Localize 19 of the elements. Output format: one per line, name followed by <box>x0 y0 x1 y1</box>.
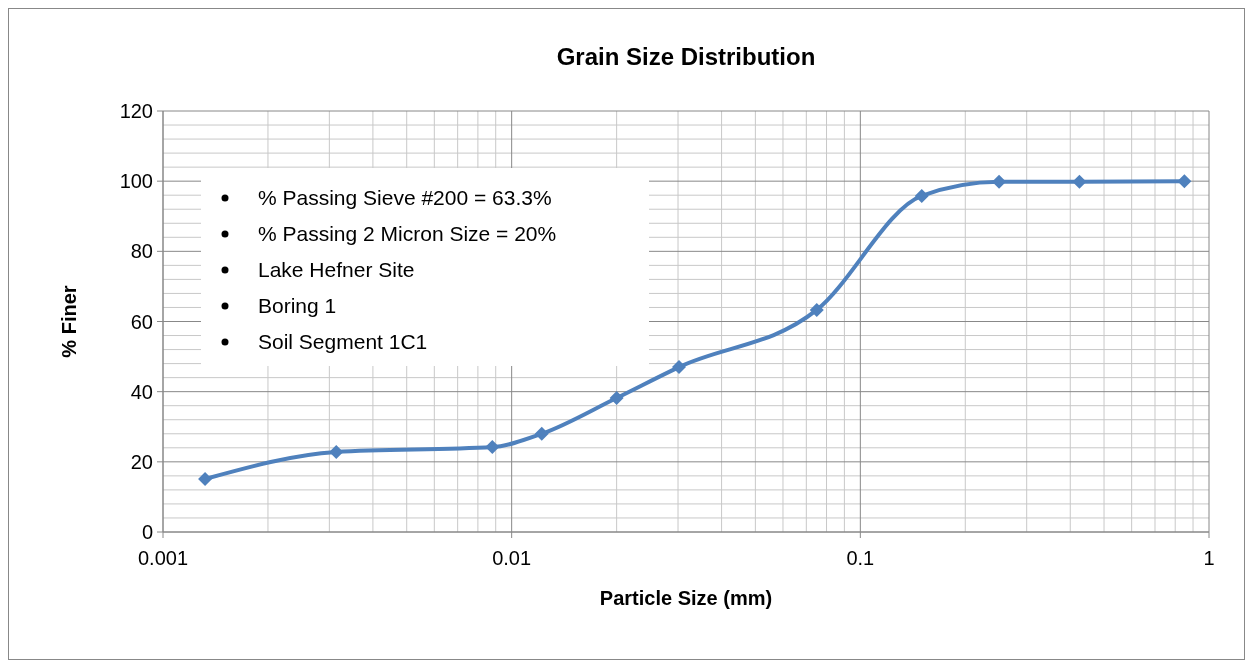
y-tick-label: 80 <box>130 240 153 263</box>
y-tick-label: 20 <box>130 450 153 473</box>
x-tick-label: 0.1 <box>846 547 875 569</box>
x-tick-label: 0.001 <box>137 547 189 569</box>
y-tick-label: 0 <box>141 521 153 543</box>
y-tick-label: 60 <box>130 310 153 333</box>
annotation: Lake Hefner Site <box>258 258 415 282</box>
annotation: % Passing Sieve #200 = 63.3% <box>258 186 552 210</box>
chart-title: Grain Size Distribution <box>556 43 816 70</box>
annotation: Soil Segment 1C1 <box>258 330 428 354</box>
x-tick-label: 0.01 <box>492 547 532 569</box>
y-tick-label: 40 <box>130 380 153 403</box>
annotation: % Passing 2 Micron Size = 20% <box>258 222 557 246</box>
y-axis-title: % Finer <box>58 285 80 358</box>
y-tick-label: 120 <box>119 100 153 122</box>
x-tick-label: 1 <box>1203 547 1215 569</box>
x-axis-title: Particle Size (mm) <box>599 587 773 609</box>
annotation: Boring 1 <box>258 294 337 318</box>
y-tick-label: 100 <box>119 170 153 193</box>
